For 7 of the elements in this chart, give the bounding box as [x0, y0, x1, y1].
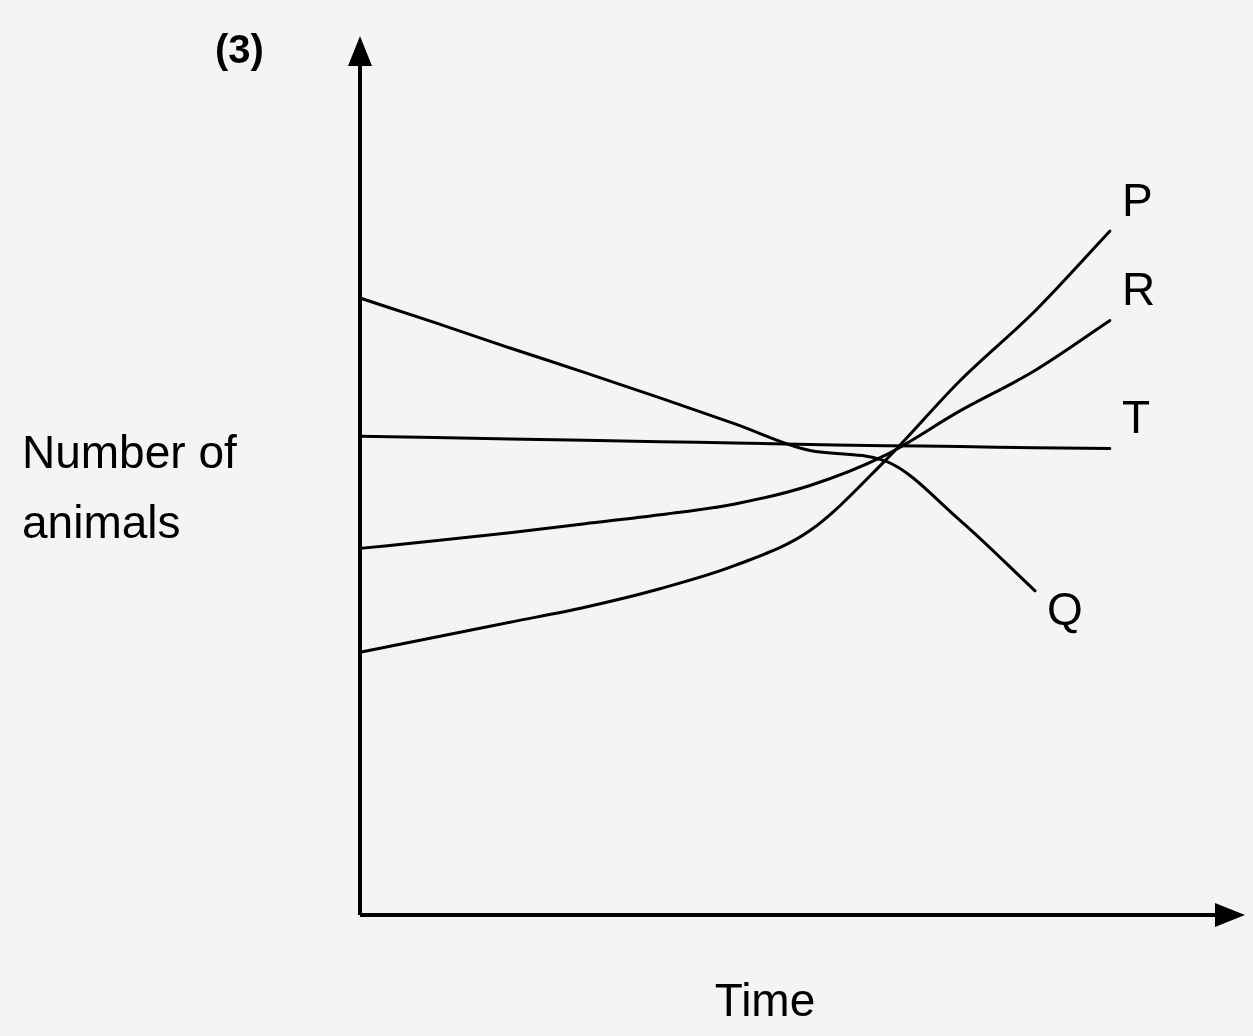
- series-label: P: [1122, 173, 1153, 226]
- series-label: T: [1122, 391, 1151, 444]
- x-axis-title: Time: [714, 973, 816, 1026]
- series-label: Q: [1047, 583, 1083, 636]
- series-label: R: [1122, 263, 1156, 316]
- y-axis-title: Number of animals: [22, 425, 237, 548]
- chart-title: (3): [215, 27, 264, 72]
